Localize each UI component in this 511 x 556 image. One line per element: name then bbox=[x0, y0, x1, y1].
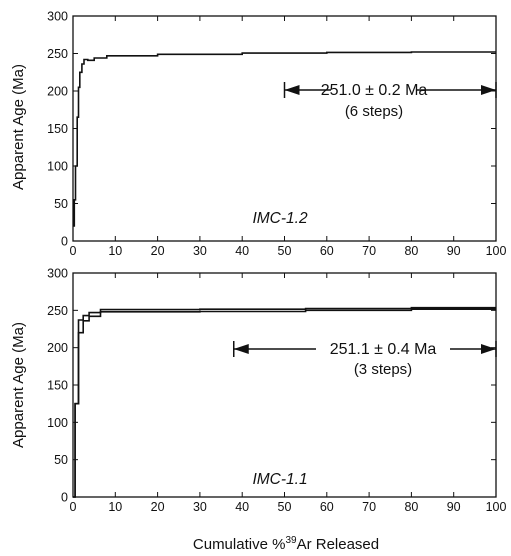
x-axis-title-superscript: 39 bbox=[285, 535, 297, 546]
x-tick-label: 50 bbox=[278, 244, 292, 258]
plateau-age-label-bottom: 251.1 ± 0.4 Ma bbox=[330, 341, 437, 358]
y-tick-label: 250 bbox=[47, 47, 68, 61]
x-axis-title-end: Ar Released bbox=[297, 536, 380, 553]
plateau-steps-label-bottom: (3 steps) bbox=[354, 361, 412, 378]
x-tick-label: 50 bbox=[278, 500, 292, 514]
x-tick-label: 100 bbox=[486, 500, 507, 514]
x-tick-label: 0 bbox=[70, 500, 77, 514]
age-spectrum-line-2 bbox=[73, 306, 496, 498]
x-tick-label: 10 bbox=[108, 244, 122, 258]
y-tick-label: 0 bbox=[61, 235, 68, 249]
age-spectrum-line-1 bbox=[73, 51, 496, 227]
x-tick-label: 0 bbox=[70, 244, 77, 258]
panel-bottom: Apparent Age (Ma) 0 10 20 30 40 50 60 70 80 90 100… bbox=[10, 267, 506, 515]
plot-frame-top bbox=[72, 15, 497, 242]
series-group-bottom bbox=[73, 306, 496, 498]
x-tick-label: 20 bbox=[151, 500, 165, 514]
x-tick-label: 90 bbox=[447, 500, 461, 514]
x-tick-label: 40 bbox=[235, 500, 249, 514]
plateau-arrowhead-left bbox=[284, 85, 300, 95]
y-tick-label: 250 bbox=[47, 304, 68, 318]
x-tick-label: 20 bbox=[151, 244, 165, 258]
y-tick-label: 100 bbox=[47, 160, 68, 174]
x-tick-label: 70 bbox=[362, 244, 376, 258]
panel-top: Apparent Age (Ma) 0 10 20 30 40 50 60 70 80 90 100… bbox=[10, 10, 506, 259]
x-tick-label: 60 bbox=[320, 244, 334, 258]
y-tick-label: 300 bbox=[47, 10, 68, 24]
x-axis-title-main: Cumulative % bbox=[193, 536, 286, 553]
plateau-arrowhead-right bbox=[481, 85, 496, 95]
y-axis-title-top: Apparent Age (Ma) bbox=[10, 64, 27, 190]
plateau-arrow-bottom bbox=[232, 341, 497, 357]
tick-group-bottom: 0 10 20 30 40 50 60 70 80 90 100 0 50 100 150 200 250 300 bbox=[47, 267, 506, 515]
y-tick-label: 50 bbox=[54, 197, 68, 211]
x-tick-label: 80 bbox=[404, 244, 418, 258]
x-tick-label: 100 bbox=[486, 244, 507, 258]
x-axis-title: Cumulative %39Ar Released bbox=[193, 535, 379, 553]
x-tick-label: 30 bbox=[193, 244, 207, 258]
y-tick-label: 200 bbox=[47, 85, 68, 99]
series-group-top bbox=[73, 51, 496, 227]
x-tick-label: 60 bbox=[320, 500, 334, 514]
plateau-arrowhead-left bbox=[233, 344, 249, 354]
y-tick-label: 150 bbox=[47, 379, 68, 393]
x-tick-label: 10 bbox=[108, 500, 122, 514]
y-tick-label: 50 bbox=[54, 453, 68, 467]
y-tick-label: 100 bbox=[47, 416, 68, 430]
x-tick-label: 90 bbox=[447, 244, 461, 258]
sample-label-top: IMC-1.2 bbox=[252, 210, 308, 227]
x-tick-label: 80 bbox=[404, 500, 418, 514]
plateau-arrow-top bbox=[283, 82, 497, 98]
plateau-steps-label-top: (6 steps) bbox=[345, 103, 403, 120]
sample-label-bottom: IMC-1.1 bbox=[252, 471, 307, 488]
plot-frame-bottom bbox=[72, 272, 497, 498]
y-tick-label: 200 bbox=[47, 341, 68, 355]
y-axis-title-bottom: Apparent Age (Ma) bbox=[10, 322, 27, 448]
y-tick-label: 300 bbox=[47, 267, 68, 281]
x-tick-label: 40 bbox=[235, 244, 249, 258]
y-tick-label: 0 bbox=[61, 491, 68, 505]
age-spectrum-line-1 bbox=[73, 308, 496, 498]
y-tick-label: 150 bbox=[47, 122, 68, 136]
tick-group-top: 0 10 20 30 40 50 60 70 80 90 100 0 50 100 150 200 250 300 bbox=[47, 10, 506, 259]
x-tick-label: 70 bbox=[362, 500, 376, 514]
x-tick-label: 30 bbox=[193, 500, 207, 514]
plateau-age-label-top: 251.0 ± 0.2 Ma bbox=[321, 82, 428, 99]
plateau-arrowhead-right bbox=[481, 344, 496, 354]
